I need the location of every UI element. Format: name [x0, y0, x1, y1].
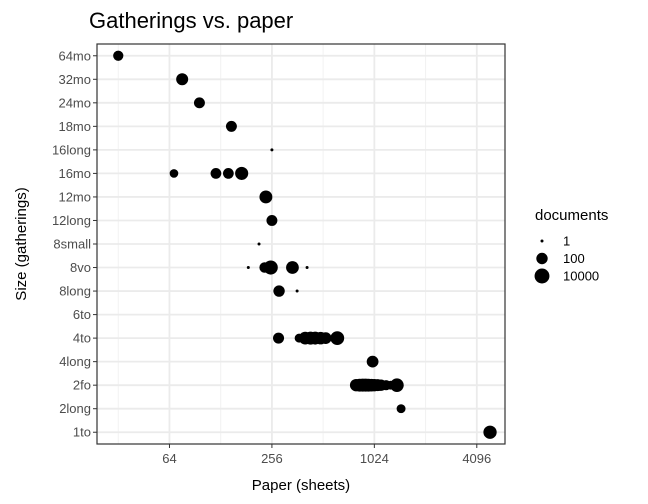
- y-axis-ticks: 1to 2long 2fo 4long 4to 6to 8long 8vo 8small 12lo…: [52, 48, 97, 440]
- y-tick-label: 16mo: [58, 166, 91, 181]
- data-point: [235, 166, 249, 180]
- legend-label: 100: [563, 251, 585, 266]
- data-point: [222, 168, 234, 179]
- data-point: [396, 404, 406, 414]
- data-point: [225, 120, 237, 132]
- x-tick-label: 256: [261, 451, 283, 466]
- data-points: [113, 50, 497, 439]
- y-tick-label: 8long: [59, 284, 91, 299]
- y-tick-label: 12mo: [58, 189, 91, 204]
- x-tick-label: 1024: [360, 451, 389, 466]
- data-point: [113, 50, 124, 61]
- data-point: [169, 169, 179, 178]
- data-point: [263, 260, 278, 275]
- data-point: [210, 168, 222, 179]
- data-point: [483, 425, 497, 439]
- y-tick-label: 8vo: [70, 260, 91, 275]
- data-point: [319, 332, 332, 344]
- data-point: [390, 378, 404, 392]
- y-tick-label: 6to: [73, 307, 91, 322]
- grid-major: [97, 44, 505, 444]
- data-point: [270, 148, 274, 152]
- data-point: [193, 97, 205, 109]
- data-point: [246, 266, 250, 270]
- y-tick-label: 2fo: [73, 378, 91, 393]
- data-point: [273, 332, 285, 344]
- y-tick-label: 24mo: [58, 95, 91, 110]
- y-tick-label: 18mo: [58, 119, 91, 134]
- data-point: [295, 289, 299, 293]
- data-point: [305, 266, 309, 270]
- legend: documents 1 100 10000: [534, 207, 608, 284]
- y-tick-label: 4long: [59, 354, 91, 369]
- data-point: [286, 261, 299, 274]
- legend-label: 1: [563, 234, 570, 249]
- legend-title: documents: [535, 207, 608, 224]
- data-point: [273, 285, 285, 297]
- data-point: [176, 73, 189, 86]
- x-tick-label: 4096: [462, 451, 491, 466]
- y-tick-label: 2long: [59, 401, 91, 416]
- y-tick-label: 12long: [52, 213, 91, 228]
- x-tick-label: 64: [162, 451, 176, 466]
- y-axis-title: Size (gatherings): [13, 187, 30, 300]
- y-tick-label: 64mo: [58, 48, 91, 63]
- legend-key: [534, 268, 550, 284]
- legend-key: [536, 252, 548, 265]
- legend-label: 10000: [563, 269, 599, 284]
- data-point: [366, 355, 379, 368]
- y-tick-label: 4to: [73, 331, 91, 346]
- legend-key: [540, 239, 544, 243]
- y-tick-label: 32mo: [58, 72, 91, 87]
- x-axis-ticks: 64 256 1024 4096: [162, 444, 491, 466]
- chart-title: Gatherings vs. paper: [89, 8, 293, 33]
- y-tick-label: 8small: [53, 237, 91, 252]
- data-point: [257, 242, 261, 246]
- legend-entries: 1 100 10000: [534, 234, 599, 284]
- data-point: [266, 215, 278, 226]
- data-point: [330, 331, 345, 346]
- y-tick-label: 16long: [52, 142, 91, 157]
- data-point: [259, 190, 273, 204]
- x-axis-title: Paper (sheets): [252, 477, 350, 494]
- y-tick-label: 1to: [73, 425, 91, 440]
